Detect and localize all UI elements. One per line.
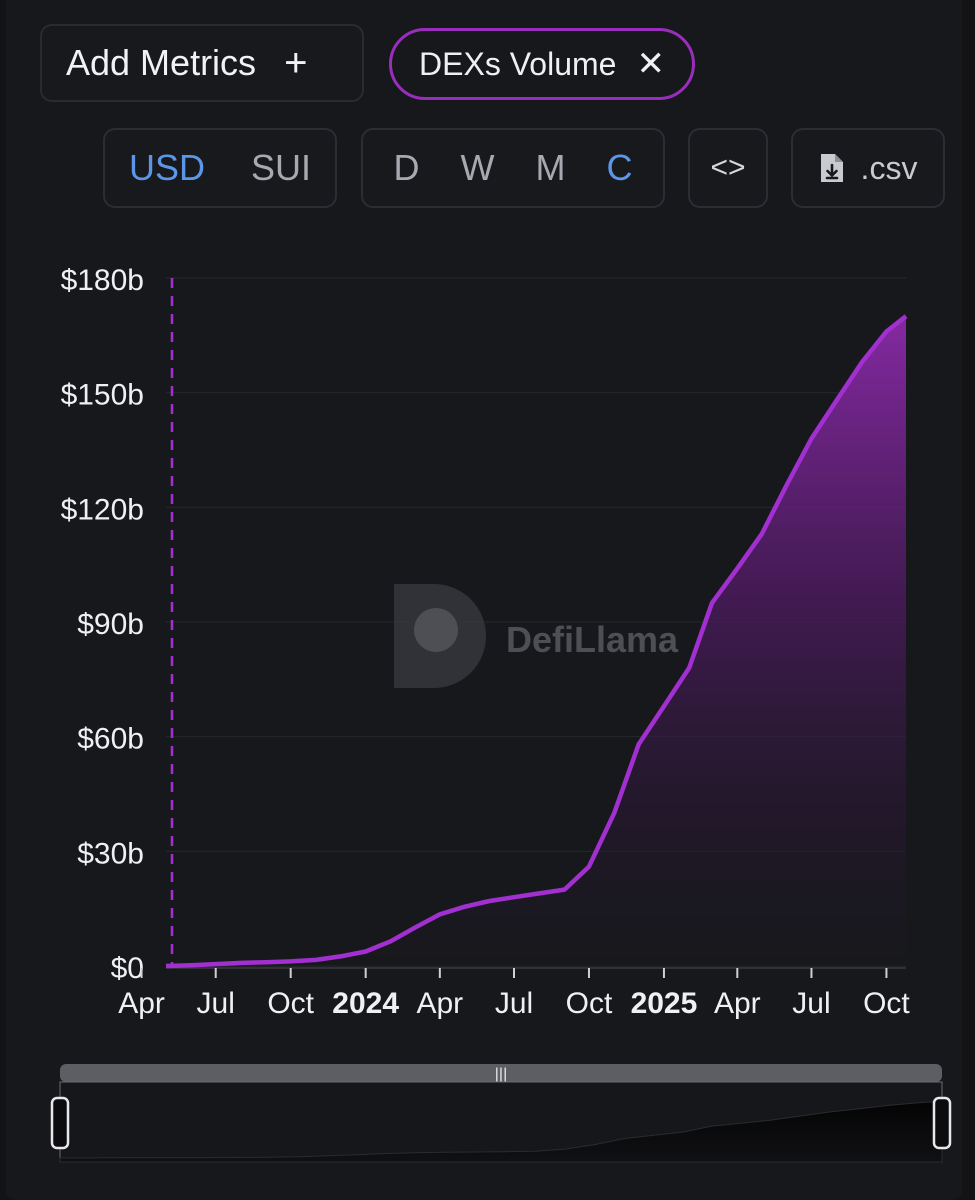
navigator-handle-left[interactable] — [50, 1096, 70, 1150]
x-tick-label: Jul — [197, 987, 235, 1020]
x-tick-label: 2025 — [631, 987, 698, 1020]
navigator-window[interactable] — [59, 1081, 943, 1163]
period-toggle: D W M C — [361, 128, 665, 208]
volume-line — [165, 314, 908, 969]
currency-option-usd[interactable]: USD — [129, 147, 206, 188]
embed-button[interactable]: <> — [688, 128, 768, 208]
navigator-handle-right[interactable] — [932, 1096, 952, 1150]
code-brackets-icon: <> — [710, 151, 746, 184]
csv-download-button[interactable]: .csv — [791, 128, 945, 208]
y-tick-label: $180b — [61, 264, 144, 297]
x-tick-label: Apr — [714, 987, 761, 1020]
period-option-c[interactable]: C — [606, 147, 633, 188]
x-tick-label: Apr — [118, 987, 165, 1020]
x-tick-label: Jul — [792, 987, 830, 1020]
navigator-grip-icon[interactable]: ||| — [495, 1066, 507, 1083]
defillama-watermark: DefiLlama — [394, 584, 679, 688]
y-tick-label: $90b — [77, 608, 144, 641]
x-tick-label: Apr — [416, 987, 463, 1020]
volume-area — [166, 316, 906, 966]
period-option-w[interactable]: W — [460, 147, 495, 188]
close-icon[interactable]: ✕ — [636, 45, 665, 83]
x-tick-label: Oct — [267, 987, 314, 1020]
y-tick-label: $150b — [61, 379, 144, 412]
metric-chip-label: DEXs Volume — [419, 45, 617, 82]
y-tick-label: $30b — [77, 837, 144, 870]
navigator-scrollbar[interactable] — [60, 1064, 942, 1082]
metric-chip-dexs-volume[interactable]: DEXs Volume ✕ — [389, 28, 695, 100]
currency-toggle: USD SUI — [103, 128, 337, 208]
x-tick-label: 2024 — [332, 987, 399, 1020]
x-tick-label: Oct — [863, 987, 910, 1020]
watermark-text: DefiLlama — [506, 619, 679, 660]
navigator-series — [59, 1100, 943, 1163]
add-metrics-button[interactable]: Add Metrics + — [40, 24, 364, 102]
chart-panel: Add Metrics + DEXs Volume ✕ USD SUI D W … — [6, 0, 962, 1200]
currency-option-sui[interactable]: SUI — [251, 147, 312, 188]
y-tick-label: $0 — [111, 952, 144, 985]
x-tick-label: Jul — [495, 987, 533, 1020]
y-tick-label: $60b — [77, 723, 144, 756]
period-option-m[interactable]: M — [535, 147, 566, 188]
file-download-icon — [820, 154, 843, 182]
add-metrics-label: Add Metrics — [66, 42, 257, 83]
y-tick-label: $120b — [61, 493, 144, 526]
csv-label: .csv — [860, 149, 918, 186]
plus-icon: + — [284, 40, 308, 85]
x-tick-label: Oct — [566, 987, 613, 1020]
period-option-d[interactable]: D — [393, 147, 420, 188]
